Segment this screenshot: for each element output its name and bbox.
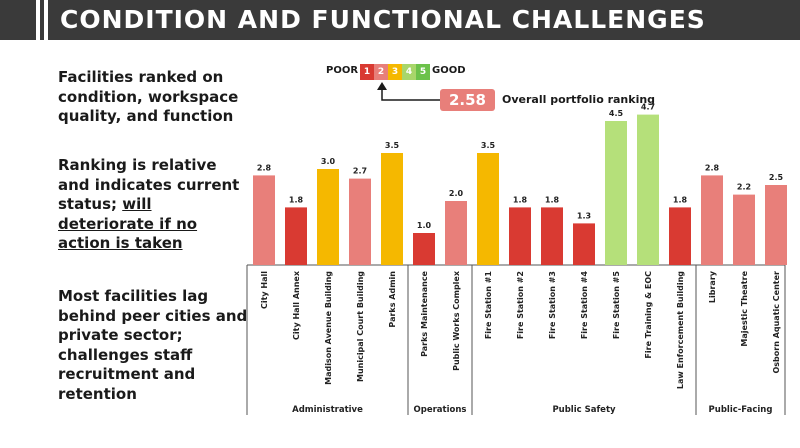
legend-poor-label: POOR [326,65,359,76]
bar [701,175,723,265]
bullet-ranking-relative: Ranking is relative and indicates curren… [58,156,248,254]
bar-value-label: 1.8 [513,195,528,204]
bar-value-label: 1.8 [545,195,560,204]
group-label: Public Safety [552,405,616,415]
x-tick-label: Law Enforcement Building [676,271,685,389]
bar [509,207,531,265]
bar-value-label: 2.5 [769,173,784,182]
x-tick-label: Library [708,270,717,303]
bar [541,207,563,265]
group-label: Public-Facing [709,405,773,415]
overall-score-badge: 2.58 [440,89,495,111]
bar-value-label: 2.2 [737,183,751,192]
bar [253,175,275,265]
bar-value-label: 1.8 [673,195,688,204]
bar [573,223,595,265]
bar [381,153,403,265]
x-tick-label: Madison Avenue Building [324,271,333,385]
x-tick-label: Fire Training & EOC [644,271,653,359]
bar-value-label: 1.0 [417,221,432,230]
bullet-text: Ranking is relative and indicates curren… [58,156,240,213]
bar-value-label: 3.5 [385,141,400,150]
group-label: Administrative [292,405,363,415]
bar-value-label: 2.8 [257,163,272,172]
bar-value-label: 4.5 [609,109,624,118]
x-tick-label: Majestic Theatre [740,270,749,346]
bullet-ranking-basis: Facilities ranked on condition, workspac… [58,68,239,125]
x-tick-label: City Hall Annex [292,270,301,340]
header-bar: CONDITION AND FUNCTIONAL CHALLENGES [0,0,800,40]
legend-scale-5: 5 [416,64,430,80]
bar-value-label: 2.7 [353,167,367,176]
bar-value-label: 4.7 [641,103,655,112]
x-tick-label: Osborn Aquatic Center [772,271,781,374]
bar-value-label: 2.8 [705,163,720,172]
x-tick-label: Fire Station #3 [548,271,557,339]
legend-scale-4: 4 [402,64,416,80]
x-tick-label: City Hall [260,271,269,309]
x-tick-label: Fire Station #2 [516,271,525,339]
x-tick-label: Fire Station #1 [484,271,493,340]
x-tick-label: Public Works Complex [452,270,461,371]
bar-value-label: 2.0 [449,189,464,198]
bar [413,233,435,265]
arrow-icon [377,82,440,101]
bar-value-label: 1.3 [577,211,591,220]
bullet-peer-comparison: Most facilities lag behind peer cities a… [58,287,248,403]
bar-value-label: 1.8 [289,195,304,204]
bar [733,194,755,265]
bar [669,207,691,265]
x-tick-label: Fire Station #5 [612,271,621,340]
bar [765,185,787,265]
header-stripe [44,0,48,40]
x-tick-label: Municipal Court Building [356,271,365,382]
bar [285,207,307,265]
bar-value-label: 3.0 [321,157,336,166]
legend-scale-1: 1 [360,64,374,80]
page-title: CONDITION AND FUNCTIONAL CHALLENGES [60,5,706,34]
bar [477,153,499,265]
legend-good-label: GOOD [432,65,466,76]
bar [637,114,659,265]
overall-score-label: Overall portfolio ranking [502,93,656,106]
bar-value-label: 3.5 [481,141,496,150]
x-tick-label: Fire Station #4 [580,271,589,340]
bar [349,178,371,265]
group-label: Operations [414,405,467,415]
legend-scale-2: 2 [374,64,388,80]
bullet-underlined-text: will deteriorate if no action is taken [58,195,198,252]
x-tick-label: Parks Maintenance [420,270,429,356]
bar [445,201,467,265]
bar [317,169,339,265]
legend-scale-3: 3 [388,64,402,80]
bar [605,121,627,265]
header-stripe [36,0,40,40]
x-tick-label: Parks Admin [388,271,397,328]
